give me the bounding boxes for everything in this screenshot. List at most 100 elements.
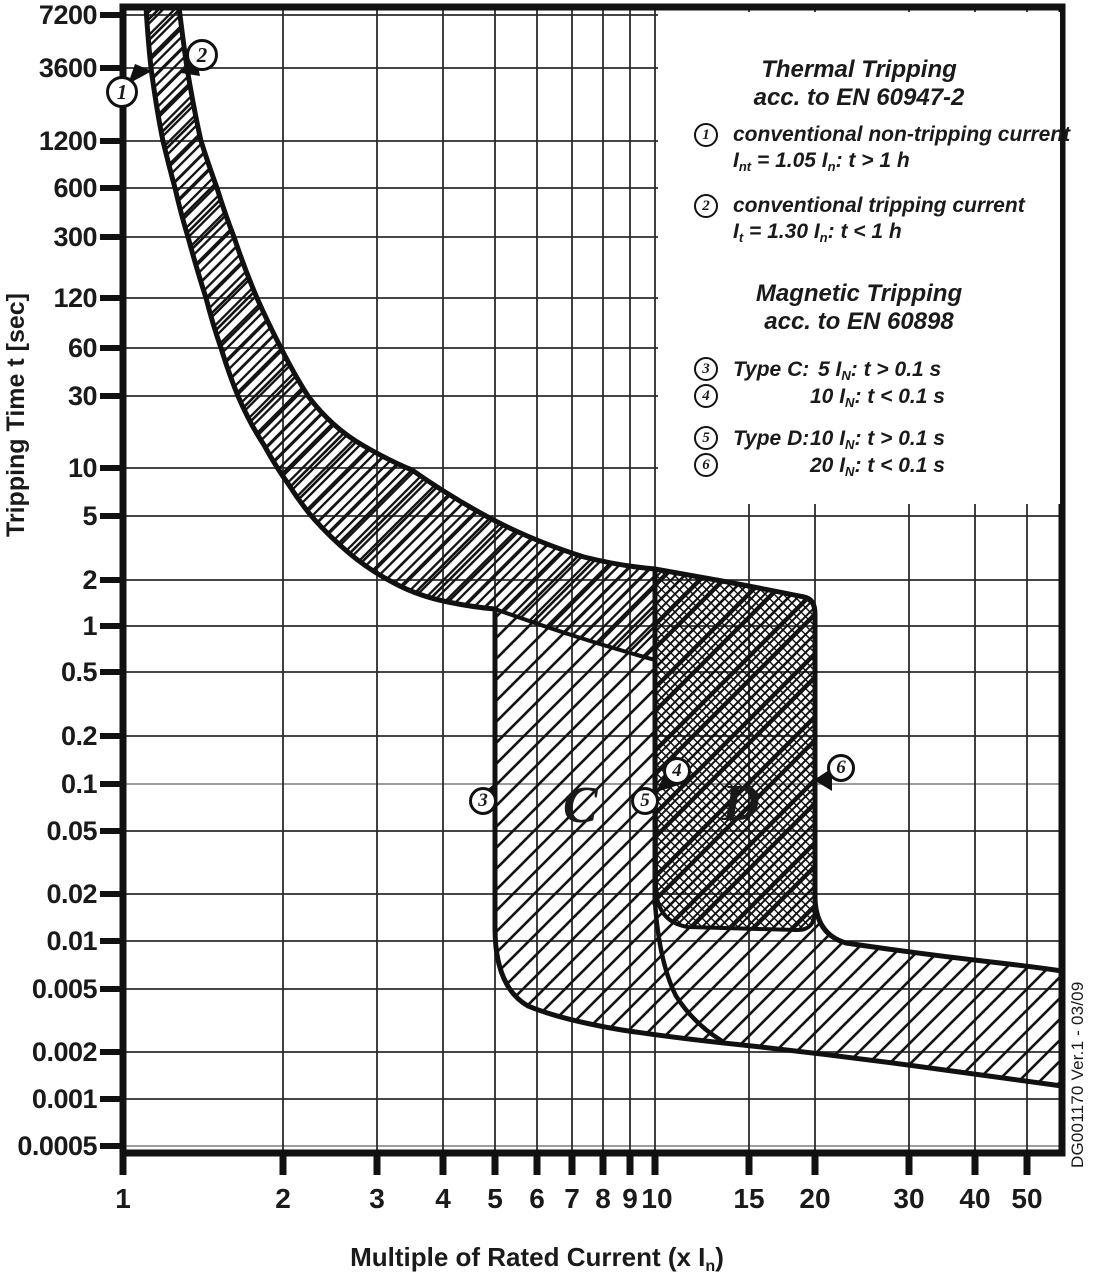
r3-pre: 5 I (818, 358, 842, 381)
r6-pre: 20 I (810, 454, 846, 477)
x-tick-label: 5 (487, 1183, 503, 1214)
y-tick-label: 2 (82, 565, 97, 595)
legend-item-1-formula: Int = 1.05 In: t > 1 h (733, 149, 910, 179)
curve-1-continuation (494, 607, 656, 662)
y-tick-label: 0.001 (31, 1084, 98, 1114)
r6-post: : t < 0.1 s (854, 454, 945, 477)
x-tick-label: 7 (564, 1183, 580, 1214)
r5-post: : t > 0.1 s (854, 427, 945, 450)
legend-row-3-value: 5 IN: t > 0.1 s (818, 358, 941, 388)
marker-5: 5 (631, 787, 659, 815)
y-tick-label: 1 (82, 611, 97, 641)
thermal-subtitle: acc. to EN 60947-2 (753, 84, 965, 111)
legend-item-1-text: conventional non-tripping current (733, 123, 1071, 146)
zone-c-label: C (563, 777, 598, 834)
f2-mid: = 1.30 I (743, 220, 820, 243)
r6-sub: N (845, 463, 855, 479)
y-tick-label: 10 (67, 453, 98, 483)
f1-sub2: n (827, 158, 836, 174)
curve-1-thermal-slow (143, 6, 496, 612)
curve-3-c-min-threshold (492, 609, 1063, 1089)
x-tick-label: 2 (275, 1183, 291, 1214)
r3-post: : t > 0.1 s (850, 358, 942, 381)
x-tick-label: 1 (115, 1183, 131, 1214)
x-tick-label: 9 (622, 1183, 638, 1214)
y-tick-label: 300 (53, 222, 97, 252)
x-tick-label: 15 (733, 1183, 765, 1214)
zone-d-fill (652, 566, 817, 933)
magnetic-title: Magnetic Tripping (755, 280, 963, 307)
thermal-band-dense-hatch (146, 7, 655, 660)
x-tick-label: 3 (369, 1183, 385, 1214)
x-axis-title-text: Multiple of Rated Current (x I (350, 1242, 706, 1272)
f2-sub: t (738, 229, 744, 245)
legend-circle-6: 6 (694, 453, 718, 477)
f1-sym: I (733, 149, 739, 172)
pointer-1 (128, 64, 152, 84)
x-tick-label: 40 (959, 1183, 991, 1214)
x-tick-label: 8 (595, 1183, 611, 1214)
x-tick-label: 6 (529, 1183, 545, 1214)
legend-item-2-formula: It = 1.30 In: t < 1 h (733, 220, 902, 250)
marker-3: 3 (469, 787, 497, 815)
legend-circle-3: 3 (694, 357, 718, 381)
r5-sub: N (845, 436, 855, 452)
document-id-note: DG001170 Ver.1 - 03/09 (1068, 981, 1087, 1169)
magnetic-subtitle: acc. to EN 60898 (764, 308, 954, 335)
curve-4-c-max-threshold (652, 901, 724, 1043)
zone-d-label: D (722, 775, 760, 832)
legend-circle-4: 4 (694, 384, 718, 408)
legend: Thermal Tripping acc. to EN 60947-2 1 co… (658, 12, 1070, 504)
y-tick-label: 0.05 (46, 816, 97, 846)
marker-4: 4 (663, 757, 691, 785)
y-axis-title: Tripping Time t [sec] (2, 292, 30, 538)
x-axis-title-sub: n (705, 1256, 716, 1275)
x-axis-ticks (119, 1153, 1031, 1175)
boundary-curves (143, 6, 1063, 1089)
f1-end: : t > 1 h (835, 149, 910, 172)
r3-sub: N (841, 367, 851, 383)
y-tick-label: 30 (67, 381, 98, 411)
r4-sub: N (845, 394, 855, 410)
legend-circle-1: 1 (694, 123, 718, 147)
x-tick-label: 10 (641, 1183, 673, 1214)
r5-pre: 10 I (810, 427, 846, 450)
y-tick-label: 0.0005 (17, 1131, 97, 1161)
x-tick-label: 20 (799, 1183, 831, 1214)
y-tick-label: 0.005 (31, 974, 98, 1004)
legend-row-5-value: 10 IN: t > 0.1 s (810, 427, 945, 457)
y-tick-label: 120 (53, 283, 97, 313)
y-tick-label: 5 (82, 501, 97, 531)
trip-band-light-hatch (146, 7, 1062, 1086)
marker-6: 6 (827, 754, 855, 782)
y-tick-label: 3600 (38, 53, 98, 83)
thermal-title: Thermal Tripping (761, 56, 957, 83)
f1-mid: = 1.05 I (751, 149, 828, 172)
x-tick-label: 50 (1011, 1183, 1043, 1214)
r4-pre: 10 I (810, 385, 846, 408)
marker-2: 2 (186, 39, 218, 71)
y-tick-label: 7200 (38, 0, 98, 30)
y-tick-label: 0.002 (31, 1037, 98, 1067)
f1-sub: nt (738, 158, 752, 174)
legend-row-5-type: Type D: (733, 427, 810, 450)
f2-end: : t < 1 h (827, 220, 902, 243)
x-tick-label: 4 (435, 1183, 451, 1214)
legend-row-4-value: 10 IN: t < 0.1 s (810, 385, 945, 415)
x-axis-title-close: ) (715, 1242, 724, 1272)
legend-circle-5: 5 (694, 426, 718, 450)
r4-post: : t < 0.1 s (854, 385, 945, 408)
f2-sym: I (733, 220, 739, 243)
legend-item-2-text: conventional tripping current (733, 194, 1025, 217)
x-axis-title: Multiple of Rated Current (x In) (287, 1242, 787, 1276)
legend-row-3-type: Type C: (733, 358, 810, 381)
legend-row-6-value: 20 IN: t < 0.1 s (810, 454, 945, 484)
x-tick-label: 30 (893, 1183, 925, 1214)
y-tick-label: 1200 (38, 126, 98, 156)
y-axis-ticks (100, 12, 123, 1149)
legend-circle-2: 2 (694, 194, 718, 218)
y-tick-label: 60 (67, 333, 98, 363)
y-tick-label: 600 (53, 173, 97, 203)
marker-1: 1 (106, 76, 138, 108)
